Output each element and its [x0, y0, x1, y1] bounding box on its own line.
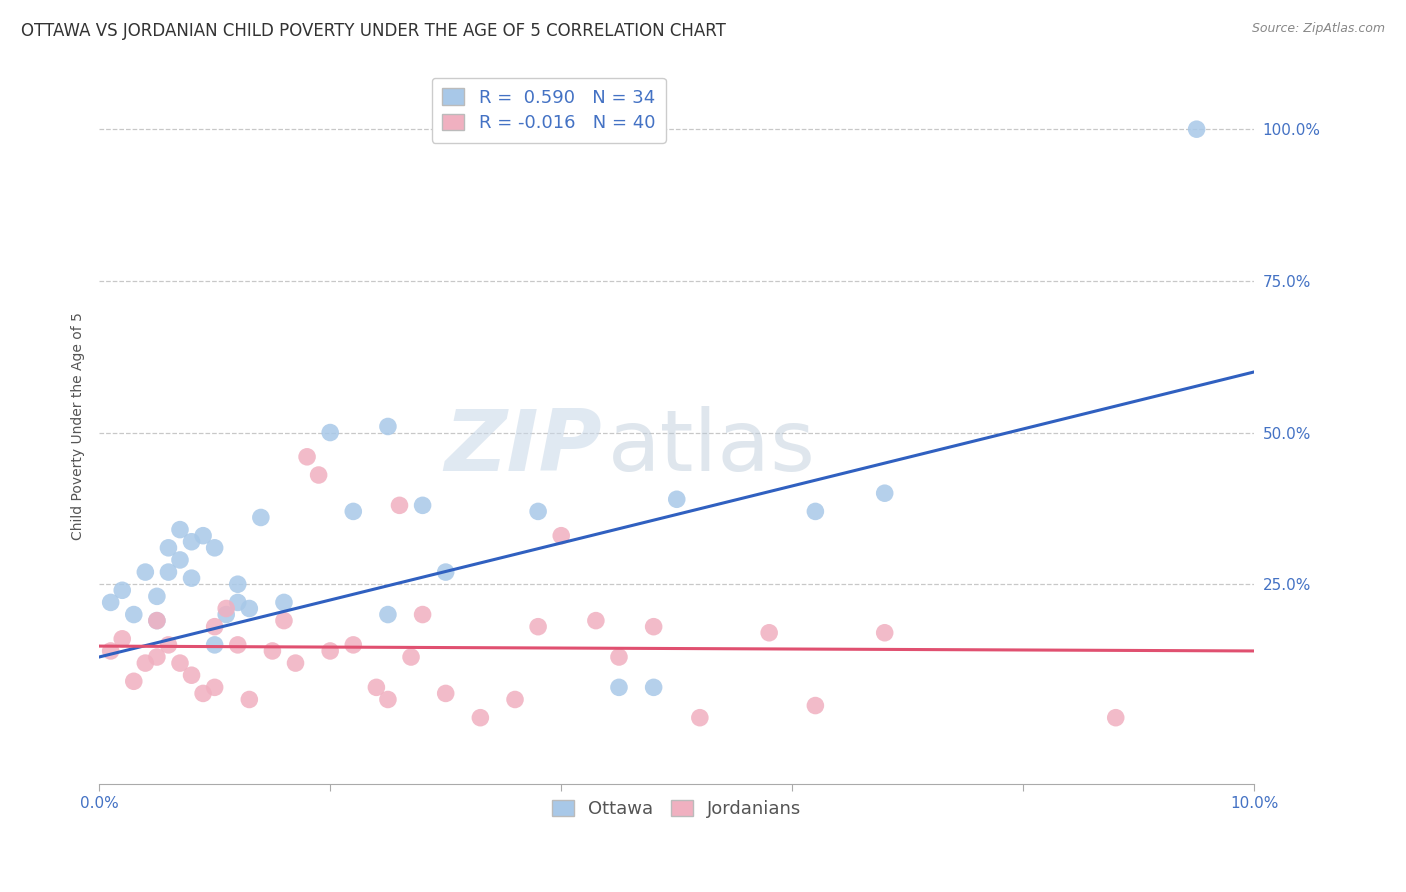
Point: [180, 534, 202, 549]
Point: [100, 644, 122, 658]
Point: [377, 419, 399, 434]
Point: [366, 681, 388, 695]
Point: [503, 692, 526, 706]
Point: [204, 541, 226, 555]
Point: [157, 638, 180, 652]
Point: [873, 625, 896, 640]
Y-axis label: Child Poverty Under the Age of 5: Child Poverty Under the Age of 5: [72, 312, 86, 541]
Point: [295, 450, 318, 464]
Point: [607, 650, 630, 665]
Point: [226, 638, 249, 652]
Point: [146, 614, 169, 628]
Point: [434, 686, 457, 700]
Point: [758, 625, 780, 640]
Point: [111, 632, 134, 646]
Text: Source: ZipAtlas.com: Source: ZipAtlas.com: [1251, 22, 1385, 36]
Point: [399, 650, 422, 665]
Point: [319, 425, 342, 440]
Point: [1185, 122, 1208, 136]
Point: [434, 565, 457, 579]
Point: [284, 656, 307, 670]
Point: [262, 644, 284, 658]
Text: OTTAWA VS JORDANIAN CHILD POVERTY UNDER THE AGE OF 5 CORRELATION CHART: OTTAWA VS JORDANIAN CHILD POVERTY UNDER …: [21, 22, 725, 40]
Point: [804, 698, 827, 713]
Point: [226, 595, 249, 609]
Point: [111, 583, 134, 598]
Point: [342, 504, 364, 518]
Point: [146, 590, 169, 604]
Point: [180, 668, 202, 682]
Point: [204, 681, 226, 695]
Point: [146, 650, 169, 665]
Point: [377, 607, 399, 622]
Point: [238, 601, 260, 615]
Point: [1105, 711, 1128, 725]
Point: [550, 529, 572, 543]
Point: [804, 504, 827, 518]
Point: [157, 565, 180, 579]
Point: [585, 614, 607, 628]
Point: [273, 614, 295, 628]
Legend: Ottawa, Jordanians: Ottawa, Jordanians: [544, 793, 808, 825]
Text: atlas: atlas: [607, 407, 815, 490]
Point: [122, 674, 145, 689]
Point: [643, 620, 665, 634]
Point: [157, 541, 180, 555]
Point: [226, 577, 249, 591]
Point: [308, 468, 330, 483]
Point: [388, 499, 411, 513]
Point: [873, 486, 896, 500]
Point: [191, 529, 214, 543]
Point: [273, 595, 295, 609]
Point: [342, 638, 364, 652]
Point: [527, 504, 550, 518]
Point: [665, 492, 688, 507]
Point: [377, 692, 399, 706]
Point: [689, 711, 711, 725]
Point: [134, 565, 156, 579]
Point: [215, 607, 238, 622]
Point: [470, 711, 492, 725]
Point: [215, 601, 238, 615]
Point: [180, 571, 202, 585]
Point: [100, 595, 122, 609]
Point: [191, 686, 214, 700]
Point: [250, 510, 273, 524]
Point: [527, 620, 550, 634]
Point: [204, 638, 226, 652]
Point: [412, 607, 434, 622]
Text: ZIP: ZIP: [444, 407, 602, 490]
Point: [643, 681, 665, 695]
Point: [319, 644, 342, 658]
Point: [238, 692, 260, 706]
Point: [134, 656, 156, 670]
Point: [169, 523, 191, 537]
Point: [607, 681, 630, 695]
Point: [169, 553, 191, 567]
Point: [169, 656, 191, 670]
Point: [412, 499, 434, 513]
Point: [146, 614, 169, 628]
Point: [204, 620, 226, 634]
Point: [122, 607, 145, 622]
